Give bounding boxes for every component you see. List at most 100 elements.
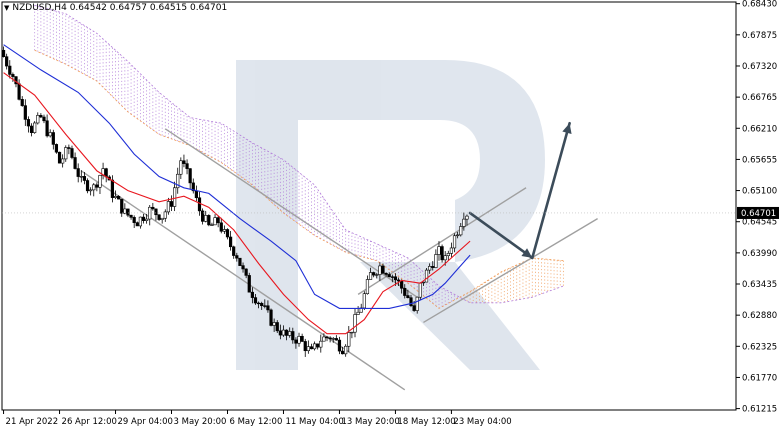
candle — [89, 187, 93, 196]
candle-body-down — [76, 168, 80, 177]
candle-body-up — [123, 208, 127, 214]
candle-body-down — [263, 305, 267, 307]
candle-body-down — [129, 214, 133, 218]
candle-body-down — [126, 208, 130, 216]
candle-body-up — [79, 176, 83, 178]
candle — [238, 257, 242, 267]
high-value: 0.64757 — [109, 3, 147, 13]
forecast-arrowhead — [521, 248, 533, 258]
senkou-span-a — [34, 49, 564, 309]
candle — [216, 216, 220, 228]
candle — [235, 252, 239, 262]
candle-body-down — [67, 147, 71, 149]
candle — [73, 152, 77, 170]
candle — [281, 325, 286, 337]
forecast-segment — [468, 211, 534, 260]
candle-body-down — [303, 341, 307, 352]
candle — [92, 183, 96, 197]
candle-body-down — [381, 265, 385, 274]
current-price-label: 0.64701 — [741, 209, 776, 219]
candle-body-down — [294, 339, 298, 344]
candle-body-down — [141, 216, 146, 221]
candle — [132, 215, 136, 228]
candle-body-down — [390, 276, 394, 278]
candle — [85, 178, 90, 194]
candle — [247, 272, 251, 293]
candle — [334, 335, 338, 341]
candle-body-up — [362, 293, 366, 309]
candle-body-down — [117, 196, 121, 200]
x-tick-label: 6 May 12:00 — [229, 417, 282, 427]
candle — [232, 245, 236, 259]
candle — [294, 337, 298, 349]
candle-body-up — [350, 331, 354, 334]
candle — [306, 340, 310, 354]
open-value: 0.64542 — [69, 3, 107, 13]
candle — [372, 271, 376, 278]
candle-body-up — [418, 282, 422, 298]
candle-body-down — [185, 163, 189, 169]
candle — [266, 300, 270, 313]
candle — [188, 168, 192, 190]
candle-body-up — [368, 272, 373, 280]
candle — [418, 282, 422, 300]
candle — [456, 231, 460, 239]
candle — [201, 208, 205, 225]
candle — [250, 287, 254, 304]
candle — [154, 208, 158, 221]
candle — [33, 121, 37, 134]
candle — [344, 344, 348, 357]
candle — [98, 174, 102, 194]
candle — [76, 163, 80, 183]
candle — [325, 335, 329, 342]
candle — [272, 318, 276, 332]
candle — [82, 172, 87, 185]
y-tick-label: 0.66765 — [742, 93, 777, 103]
candle-body-up — [312, 343, 317, 350]
candle — [48, 129, 52, 138]
candle — [347, 326, 351, 353]
candle — [431, 261, 435, 271]
triangle-down-icon[interactable]: ▼ — [4, 4, 10, 12]
candle-body-down — [253, 297, 258, 304]
candle-body-down — [284, 329, 289, 336]
candle-body-up — [213, 217, 217, 226]
candle — [288, 327, 292, 338]
x-tick-label: 13 May 20:00 — [341, 417, 399, 427]
x-tick-label: 21 Apr 2022 — [6, 417, 59, 427]
candle-body-down — [340, 350, 345, 355]
candle-body-down — [82, 176, 87, 181]
candle-body-down — [431, 266, 435, 268]
candle — [440, 244, 444, 263]
candle-body-up — [160, 217, 164, 220]
candle-body-down — [20, 99, 24, 106]
candle-body-down — [225, 229, 230, 238]
candle-body-down — [328, 337, 332, 340]
candle-body-down — [269, 309, 273, 326]
candle — [120, 198, 124, 217]
candle-body-down — [400, 280, 404, 289]
candle-body-down — [309, 346, 314, 350]
candle — [331, 336, 335, 343]
candle — [256, 301, 261, 309]
candle-body-up — [138, 216, 143, 227]
candle-body-down — [169, 201, 174, 207]
candle — [129, 214, 133, 220]
candle — [213, 214, 217, 226]
candle — [350, 331, 354, 339]
candle — [291, 327, 295, 344]
candle — [275, 320, 279, 333]
candle — [415, 296, 419, 314]
y-tick-label: 0.67320 — [742, 62, 777, 72]
candle-body-down — [8, 65, 12, 75]
candle — [126, 208, 130, 218]
candle — [138, 216, 143, 229]
candle-body-down — [135, 222, 139, 227]
candle — [135, 221, 139, 227]
candle-body-up — [356, 311, 360, 315]
candle-body-down — [325, 336, 329, 339]
candle-body-up — [331, 338, 335, 340]
x-tick-label: 26 Apr 12:00 — [62, 417, 117, 427]
candle — [434, 249, 438, 269]
